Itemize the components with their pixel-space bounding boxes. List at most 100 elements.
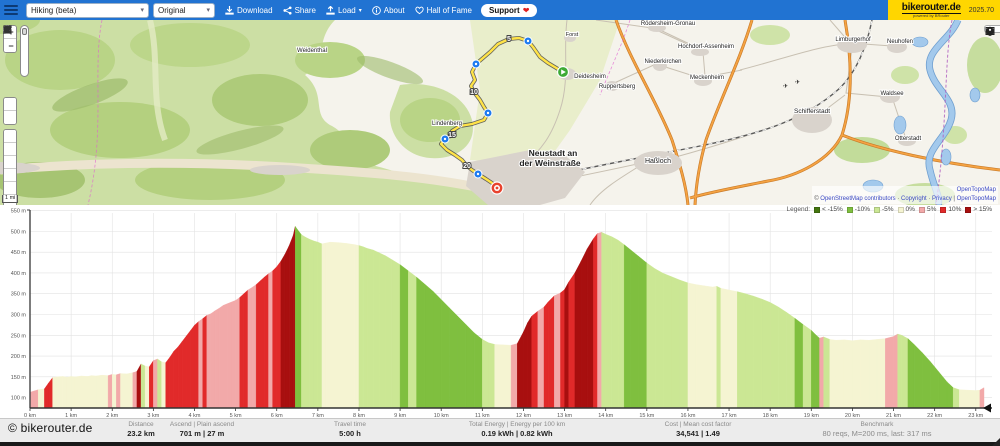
- routing-profile-select[interactable]: Hiking (beta) ▾: [26, 2, 149, 18]
- heart-icon: ❤: [522, 5, 530, 15]
- x-axis-tick-label: 11 km: [475, 413, 490, 418]
- stat-cost-value: 34,541 | 1.49: [676, 429, 720, 438]
- top-toolbar: Hiking (beta) ▾ Original ▾ Download Shar…: [0, 0, 1000, 20]
- legend-swatch: [814, 206, 821, 213]
- brand-block: bikerouter.de powered by BRouter 2025.70: [887, 0, 1000, 20]
- legend-swatch: [897, 206, 904, 213]
- hall-of-fame-button[interactable]: Hall of Fame: [415, 6, 472, 15]
- y-axis-tick-label: 100 m: [11, 396, 27, 402]
- delete-button[interactable]: [4, 25, 16, 195]
- chevron-down-icon: ▾: [140, 7, 144, 14]
- x-axis-tick-label: 12 km: [516, 413, 531, 418]
- y-axis-tick-label: 150 m: [11, 375, 27, 381]
- via-waypoint-marker[interactable]: [471, 59, 481, 69]
- y-axis-tick-label: 250 m: [11, 333, 27, 339]
- copyright-link[interactable]: Copyright: [901, 196, 927, 202]
- stat-energy-value: 0.19 kWh | 0.82 kWh: [481, 429, 553, 438]
- map-place-label: der Weinstraße: [519, 158, 581, 168]
- x-axis-tick-label: 0 km: [24, 413, 36, 418]
- legend-label: 10%: [948, 206, 962, 213]
- draw-route-button[interactable]: [3, 25, 16, 143]
- map-place-label: Limburgerhof: [835, 37, 871, 43]
- zoom-out-button[interactable]: −: [4, 39, 16, 52]
- locate-button[interactable]: [3, 25, 16, 111]
- map-place-label: Niederkirchen: [644, 59, 681, 65]
- legend-label: > 15%: [973, 206, 992, 213]
- stat-distance: Distance 23.2 km: [127, 421, 155, 438]
- via-waypoint-marker[interactable]: [440, 134, 450, 144]
- via-waypoint-marker[interactable]: [483, 108, 493, 118]
- search-button[interactable]: [3, 25, 16, 124]
- destination-marker[interactable]: [490, 181, 504, 195]
- nogo-area-button[interactable]: [3, 25, 16, 169]
- legend-label: 0%: [905, 206, 915, 213]
- map-place-label: Weidenthal: [297, 48, 327, 54]
- map-graphics: ✈ ✈ 5 10 15 20 Weidenthal Lindenberg Neustadt…: [0, 20, 1000, 205]
- legend-label: < -15%: [822, 206, 843, 213]
- map-place-label: Schifferstadt: [794, 108, 830, 115]
- x-axis-tick-label: 13 km: [557, 413, 572, 418]
- load-button[interactable]: Load ▾: [326, 5, 362, 15]
- upload-icon: [326, 5, 335, 15]
- zoom-slider[interactable]: [20, 25, 29, 77]
- info-icon: [371, 5, 381, 15]
- reverse-route-button[interactable]: [3, 25, 16, 156]
- chevron-down-icon: ▾: [206, 7, 210, 14]
- menu-icon[interactable]: [0, 0, 22, 20]
- stat-ascend-value: 701 m | 27 m: [179, 429, 225, 438]
- x-axis-tick-label: 2 km: [106, 413, 118, 418]
- legend-swatch: [918, 206, 925, 213]
- chevron-down-icon: ▾: [358, 7, 362, 14]
- x-axis-tick-label: 18 km: [763, 413, 778, 418]
- opentopomap-link[interactable]: OpenTopoMap: [956, 187, 996, 193]
- via-waypoint-marker[interactable]: [473, 169, 483, 179]
- stat-travel-time-value: 5:00 h: [339, 429, 361, 438]
- pin-icon[interactable]: [985, 26, 995, 36]
- style-select[interactable]: Original ▾: [153, 2, 215, 18]
- brand-name: bikerouter.de: [901, 1, 961, 14]
- heart-outline-icon: [415, 6, 424, 14]
- x-axis-tick-label: 10 km: [434, 413, 449, 418]
- about-label: About: [383, 5, 405, 15]
- brand-logo[interactable]: bikerouter.de powered by BRouter: [901, 1, 961, 18]
- privacy-link[interactable]: Privacy: [932, 196, 952, 202]
- chart-axes: 100 m 150 m 200 m 250 m 300 m 350 m 400 m 450 m…: [11, 209, 992, 418]
- x-axis-tick-label: 5 km: [230, 413, 242, 418]
- x-axis-tick-label: 7 km: [312, 413, 324, 418]
- x-axis-tick-label: 9 km: [394, 413, 406, 418]
- x-axis-tick-label: 4 km: [189, 413, 201, 418]
- legend-label: -10%: [854, 206, 870, 213]
- legend-item: -5%: [873, 206, 894, 213]
- route-km-marker: 20: [463, 163, 471, 170]
- legend-swatch: [846, 206, 853, 213]
- share-button[interactable]: Share: [283, 6, 316, 15]
- stat-distance-value: 23.2 km: [127, 429, 155, 438]
- via-waypoint-marker[interactable]: [523, 36, 533, 46]
- legend-item: 0%: [897, 206, 915, 213]
- legend-label: 5%: [926, 206, 937, 213]
- stat-travel-time: Travel time 5:00 h: [334, 421, 366, 438]
- stat-energy: Total Energy | Energy per 100 km 0.19 kWh…: [469, 421, 565, 438]
- legend-swatch: [965, 206, 972, 213]
- map-place-label: Meckenheim: [690, 75, 724, 81]
- resize-handle[interactable]: [992, 438, 1000, 446]
- y-axis-tick-label: 500 m: [11, 229, 27, 235]
- map-canvas[interactable]: ✈ ✈ 5 10 15 20 Weidenthal Lindenberg Neustadt…: [0, 20, 1000, 205]
- start-marker[interactable]: [556, 65, 570, 79]
- opentopomap-link[interactable]: OpenTopoMap: [956, 196, 996, 202]
- x-axis-tick-label: 6 km: [271, 413, 283, 418]
- poi-button[interactable]: [4, 25, 16, 182]
- map-place-label: Deidesheim: [574, 74, 606, 80]
- airfield-icon: ✈: [783, 83, 788, 90]
- map-place-label: Forst: [566, 32, 579, 38]
- chart-position-marker[interactable]: [983, 403, 991, 413]
- osm-contributors-link[interactable]: OpenStreetMap contributors: [820, 196, 896, 202]
- stat-cost-label: Cost | Mean cost factor: [664, 421, 732, 428]
- zoom-slider-knob[interactable]: [22, 28, 27, 35]
- chart-legend: Legend: < -15% -10% -5% 0% 5% 10% > 15%: [787, 206, 992, 213]
- about-button[interactable]: About: [371, 5, 405, 15]
- download-button[interactable]: Download: [225, 5, 273, 15]
- support-button[interactable]: Support ❤: [482, 4, 537, 16]
- map-controls: + −: [3, 25, 17, 205]
